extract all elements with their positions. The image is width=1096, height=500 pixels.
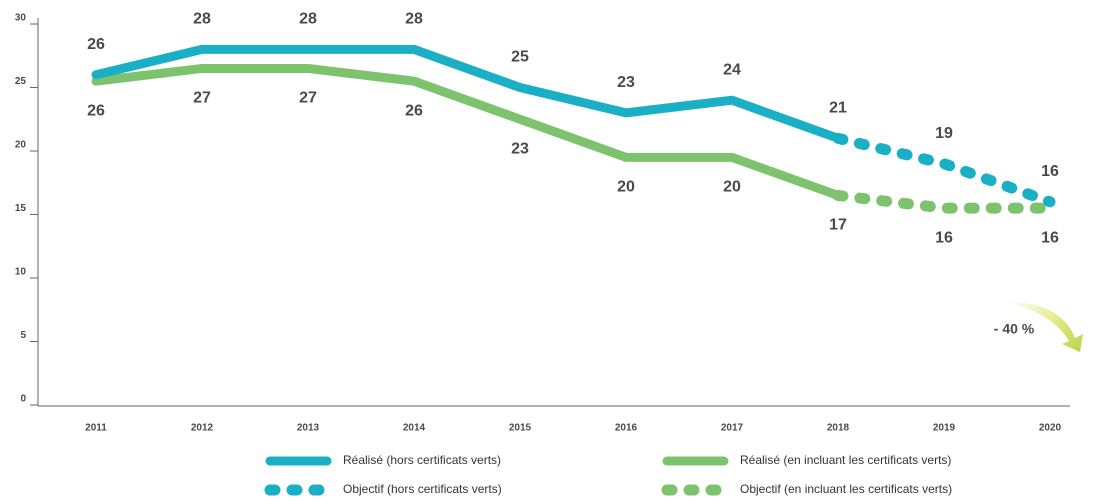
x-tick-label: 2020 [1039,423,1062,434]
x-tick-label: 2013 [297,423,320,434]
data-label: 16 [935,229,953,246]
data-label: 16 [1041,229,1059,246]
y-tick-label: 5 [20,330,26,341]
legend-label: Réalisé (en incluant les certificats ver… [740,453,951,467]
y-tick-label: 20 [15,140,27,151]
data-label: 27 [299,90,317,107]
x-tick-label: 2015 [509,423,532,434]
data-label: 23 [617,74,635,91]
x-tick-label: 2012 [191,423,214,434]
data-label: 19 [935,125,953,142]
x-tick-label: 2016 [615,423,638,434]
y-tick-label: 30 [15,13,27,24]
data-label: 16 [1041,163,1059,180]
data-label: 26 [87,102,105,119]
data-label: 20 [723,179,741,196]
series-line [832,132,1056,208]
series-line [91,63,843,200]
data-label: 28 [405,11,423,28]
y-tick-label: 10 [15,267,27,278]
data-label: 25 [511,49,529,66]
x-tick-label: 2011 [85,423,107,434]
legend-label: Réalisé (hors certificats verts) [343,453,501,467]
series-line [91,44,843,143]
data-label: 27 [193,90,211,107]
y-tick-label: 0 [20,394,26,405]
y-tick-label: 25 [15,76,27,87]
y-tick-label: 15 [15,203,27,214]
trend-arrow [1005,301,1083,352]
annotation: - 40 % [994,321,1035,337]
data-label: 17 [829,217,847,234]
series-line [832,189,1056,214]
data-label: 23 [511,140,529,157]
legend-label: Objectif (hors certificats verts) [343,482,502,496]
data-label: 20 [617,179,635,196]
data-label: 28 [193,11,211,28]
x-tick-label: 2017 [721,423,744,434]
x-tick-label: 2018 [827,423,850,434]
x-tick-label: 2014 [403,423,426,434]
legend-label: Objectif (en incluant les certificats ve… [740,482,952,496]
x-tick-label: 2019 [933,423,956,434]
data-label: 26 [405,102,423,119]
data-label: 28 [299,11,317,28]
data-label: 26 [87,36,105,53]
data-label: 21 [829,100,847,117]
data-label: 24 [723,61,741,78]
